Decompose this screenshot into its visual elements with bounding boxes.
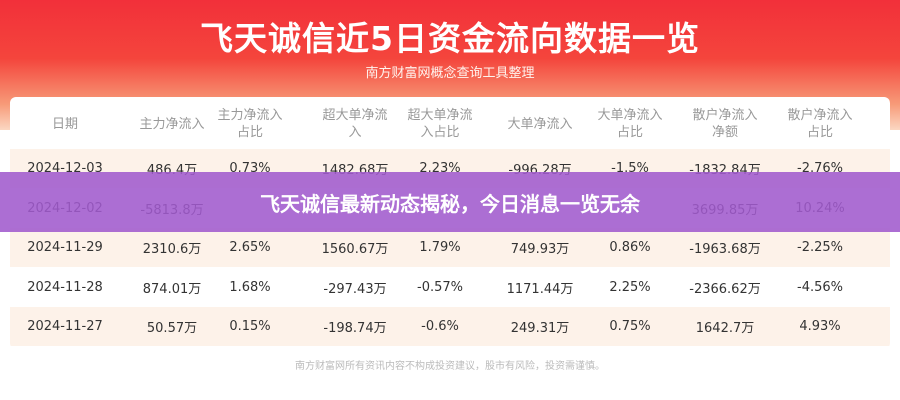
column-header: 散户净流入 占比 <box>787 108 853 140</box>
table-cell: 0.75% <box>609 319 651 334</box>
table-cell: -297.43万 <box>323 281 387 297</box>
disclaimer: 南方财富网所有资讯内容不构成投资建议，股市有风险，投资需谨慎。 <box>295 361 605 372</box>
page-title: 飞天诚信近5日资金流向数据一览 <box>200 19 700 58</box>
page-subtitle: 南方财富网概念查询工具整理 <box>365 66 535 81</box>
table-cell: 2024-11-29 <box>27 240 103 255</box>
column-header: 主力净流入 占比 <box>217 108 283 140</box>
table-cell: 1560.67万 <box>321 242 389 257</box>
column-header: 日期 <box>51 116 78 132</box>
table-cell: 2024-11-27 <box>27 319 103 334</box>
table-cell: 2024-11-28 <box>27 279 103 295</box>
column-header: 主力净流入 <box>139 116 205 132</box>
table-cell: 2.25% <box>609 279 651 295</box>
table-row: 2024-11-27 50.57万 0.15% -198.74万 -0.6% 249.31… <box>10 307 890 346</box>
table-cell: 2.65% <box>229 240 271 255</box>
table-cell: 1171.44万 <box>506 281 574 297</box>
table-cell: -4.56% <box>797 279 843 295</box>
table-cell: 749.93万 <box>510 242 570 257</box>
table-cell: 1.79% <box>419 240 461 255</box>
headline-text: 飞天诚信最新动态揭秘，今日消息一览无余 <box>260 191 640 216</box>
table-cell: 1642.7万 <box>695 321 755 336</box>
column-header: 大单净流入 占比 <box>597 108 663 140</box>
table-cell: 4.93% <box>799 319 841 334</box>
table-header: 日期 主力净流入 主力净流入 占比 超大单净流入超大单净流 入占比 大单净流入 大单净流入 占比… <box>10 97 890 151</box>
table-row: 2024-11-28 874.01万 1.68% -297.43万 -0.57% 1171… <box>10 268 890 307</box>
table-cell: 50.57万 <box>146 321 198 336</box>
table-cell: 0.15% <box>229 319 271 334</box>
table-cell: -1963.68万 <box>689 242 761 257</box>
table-cell: 249.31万 <box>510 321 570 336</box>
table-cell: 874.01万 <box>142 281 202 297</box>
column-header: 超大单净流 入占比 <box>407 108 473 140</box>
table-cell: -198.74万 <box>323 321 387 336</box>
table-cell: 1.68% <box>229 279 271 295</box>
table-cell: -0.57% <box>417 279 463 295</box>
headline-banner: 飞天诚信最新动态揭秘，今日消息一览无余 <box>0 172 900 232</box>
column-header: 散户净流入 净额 <box>692 108 758 140</box>
table-row: 2024-11-29 2310.6万 2.65% 1560.67万 1.79% 749.9… <box>10 228 890 267</box>
column-header: 超大单净流入 <box>322 108 388 140</box>
table-cell: -2366.62万 <box>689 281 761 297</box>
table-cell: 2310.6万 <box>142 242 202 257</box>
table-cell: 0.86% <box>609 240 651 255</box>
table-cell: -2.25% <box>797 240 843 255</box>
column-header: 大单净流入 <box>507 116 573 132</box>
table-cell: -0.6% <box>421 319 459 334</box>
